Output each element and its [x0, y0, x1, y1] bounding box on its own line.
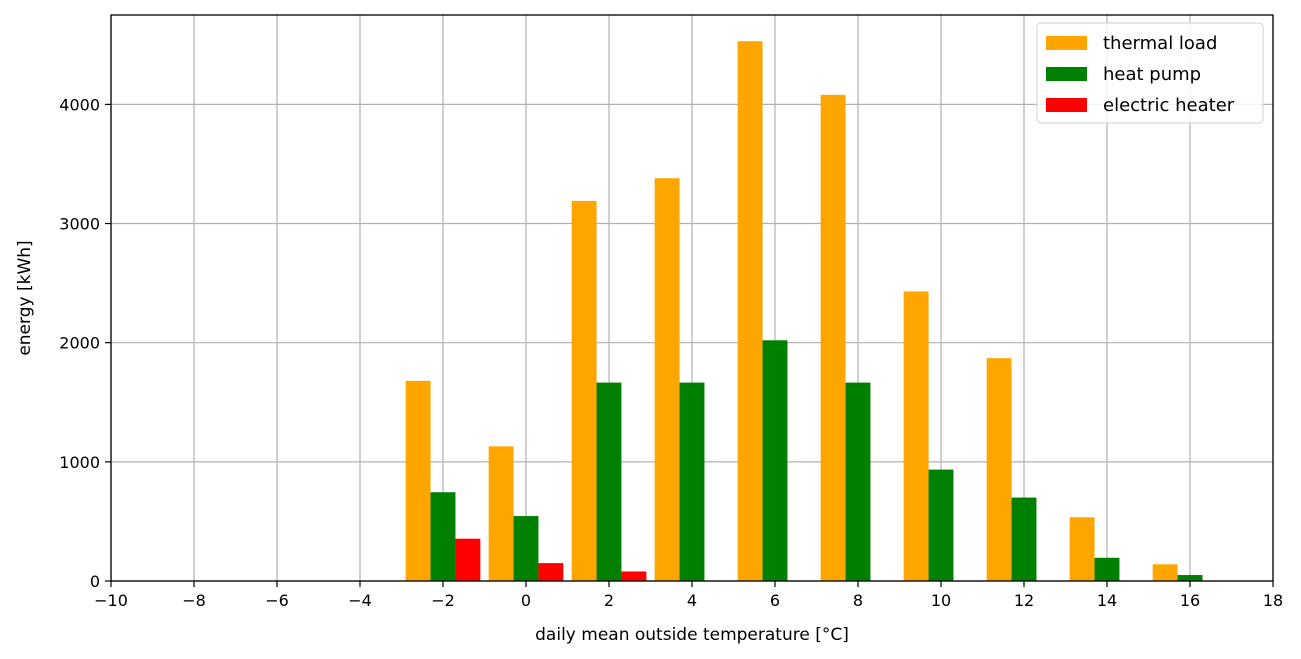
bar-heat-pump [928, 469, 954, 581]
bar-electric-heater [621, 571, 647, 581]
y-tick-label: 2000 [59, 334, 100, 353]
y-tick-label: 1000 [59, 453, 100, 472]
bar-thermal-load [737, 41, 763, 582]
x-tick-label: 16 [1180, 591, 1200, 610]
bar-heat-pump [1177, 575, 1203, 581]
x-tick-label: 18 [1263, 591, 1283, 610]
bar-thermal-load [986, 358, 1012, 581]
x-axis-label: daily mean outside temperature [°C] [535, 625, 849, 645]
bar-thermal-load [571, 200, 597, 581]
bar-heat-pump [430, 492, 456, 581]
legend-label: electric heater [1103, 95, 1235, 116]
bar-heat-pump [762, 340, 788, 581]
bar-heat-pump [1094, 557, 1120, 581]
bar-thermal-load [405, 380, 431, 581]
legend: thermal load heat pump electric heater [1036, 22, 1264, 124]
bar-electric-heater [538, 563, 564, 581]
bar-heat-pump [679, 382, 705, 581]
x-tick-label: 8 [853, 591, 863, 610]
bars [405, 41, 1203, 582]
bar-thermal-load [1152, 564, 1178, 581]
y-tick-label: 4000 [59, 95, 100, 114]
bar-heat-pump [1011, 497, 1037, 581]
x-tick-label: 2 [604, 591, 614, 610]
x-tick-label: −2 [431, 591, 455, 610]
x-tick-label: 10 [931, 591, 951, 610]
bar-heat-pump [845, 382, 871, 581]
legend-label: heat pump [1103, 64, 1201, 85]
x-tick-label: −10 [94, 591, 128, 610]
x-tick-label: 12 [1014, 591, 1034, 610]
legend-box [1036, 22, 1264, 124]
x-tick-label: 14 [1097, 591, 1117, 610]
bar-thermal-load [488, 446, 514, 581]
bar-thermal-load [820, 94, 846, 582]
bar-electric-heater [455, 538, 481, 581]
legend-swatch [1046, 67, 1087, 81]
legend-label: thermal load [1103, 33, 1217, 54]
x-tick-label: 4 [687, 591, 697, 610]
x-tick-label: 0 [521, 591, 531, 610]
x-tick-label: −6 [265, 591, 289, 610]
bar-thermal-load [1069, 517, 1095, 581]
ticks: −10 −8 −6 −4 −2 0 2 4 6 8 10 12 14 16 18 0 1000 2000 3000 4… [59, 95, 1283, 610]
x-tick-label: 6 [770, 591, 780, 610]
y-tick-label: 0 [90, 572, 100, 591]
bar-thermal-load [654, 178, 680, 581]
legend-swatch [1046, 98, 1087, 112]
y-tick-label: 3000 [59, 215, 100, 234]
x-tick-label: −4 [348, 591, 372, 610]
bar-thermal-load [903, 291, 929, 581]
bar-heat-pump [596, 382, 622, 581]
bar-heat-pump [513, 516, 539, 581]
y-axis-label: energy [kWh] [15, 240, 35, 355]
legend-swatch [1046, 36, 1087, 50]
x-tick-label: −8 [182, 591, 206, 610]
